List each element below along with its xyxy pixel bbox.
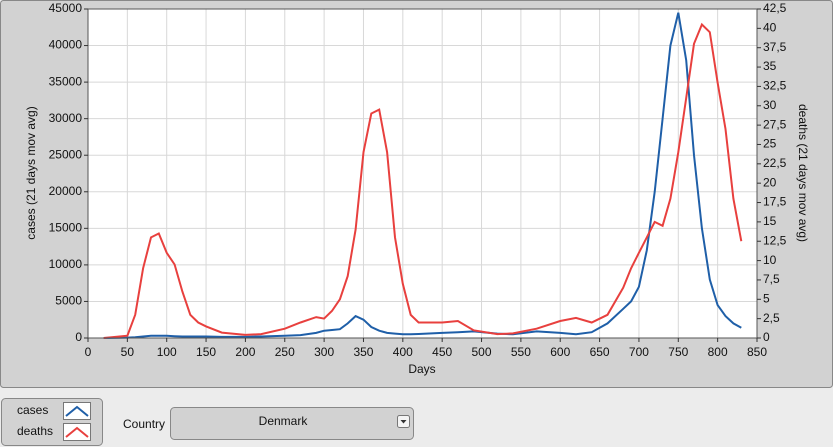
- y-tick-label: 40000: [49, 38, 83, 52]
- x-tick-label: 850: [747, 345, 767, 359]
- y2-tick-label: 32,5: [763, 79, 787, 93]
- y2-axis-label: deaths (21 days mov avg): [796, 104, 810, 242]
- y2-tick-label: 27,5: [763, 117, 787, 131]
- y2-tick-label: 15: [763, 214, 777, 228]
- y2-tick-label: 22,5: [763, 156, 787, 170]
- x-tick-label: 300: [314, 345, 334, 359]
- y-tick-label: 0: [75, 330, 82, 344]
- plot-area: [88, 9, 757, 338]
- legend-label: cases: [17, 403, 48, 417]
- series-line: [103, 12, 742, 339]
- x-tick-label: 800: [708, 345, 728, 359]
- plot-frame: [87, 8, 758, 339]
- x-tick-label: 700: [629, 345, 649, 359]
- y2-tick-label: 2,5: [763, 311, 780, 325]
- legend-icon-box: [63, 402, 91, 420]
- country-value[interactable]: Denmark: [259, 414, 309, 428]
- country-dropdown[interactable]: [170, 407, 414, 440]
- x-tick-label: 600: [550, 345, 570, 359]
- y-tick-label: 25000: [49, 147, 83, 161]
- y-tick-label: 45000: [49, 1, 83, 15]
- x-tick-label: 750: [668, 345, 688, 359]
- x-tick-label: 200: [235, 345, 255, 359]
- x-tick-label: 350: [353, 345, 373, 359]
- x-tick-label: 250: [275, 345, 295, 359]
- ticks: 0 50 100 150 200 250 300 350 400 450 500 550 600 650 7…: [49, 1, 787, 359]
- x-tick-label: 100: [157, 345, 177, 359]
- y2-tick-label: 37,5: [763, 40, 787, 54]
- legend-label: deaths: [17, 424, 53, 438]
- y2-tick-label: 40: [763, 21, 777, 35]
- y-tick-label: 10000: [49, 257, 83, 271]
- y2-tick-label: 17,5: [763, 195, 787, 209]
- x-tick-label: 650: [590, 345, 610, 359]
- y2-tick-label: 10: [763, 253, 777, 267]
- x-tick-label: 150: [196, 345, 216, 359]
- y2-tick-label: 7,5: [763, 272, 780, 286]
- lines: [103, 12, 743, 339]
- x-tick-label: 450: [432, 345, 452, 359]
- y2-tick-label: 30: [763, 98, 777, 112]
- x-tick-label: 400: [393, 345, 413, 359]
- y-tick-label: 30000: [49, 111, 83, 125]
- country-label: Country: [123, 417, 165, 431]
- dropdown-arrow[interactable]: [400, 420, 407, 424]
- y2-tick-label: 0: [763, 330, 770, 344]
- x-tick-label: 550: [511, 345, 531, 359]
- x-tick-label: 500: [472, 345, 492, 359]
- y2-tick-label: 25: [763, 137, 777, 151]
- series-line: [103, 22, 743, 339]
- legend-icon: [65, 405, 89, 417]
- y-tick-label: 20000: [49, 184, 83, 198]
- y2-tick-label: 35: [763, 59, 777, 73]
- x-tick-label: 0: [85, 345, 92, 359]
- x-axis-label: Days: [408, 362, 435, 376]
- x-tick-label: 50: [121, 345, 135, 359]
- y2-tick-label: 20: [763, 175, 777, 189]
- y-axis-label: cases (21 days mov avg): [24, 106, 38, 239]
- legend-icon: [65, 426, 89, 438]
- y2-tick-label: 42,5: [763, 1, 787, 15]
- legend: cases deaths: [17, 402, 91, 441]
- y-tick-label: 15000: [49, 221, 83, 235]
- y-tick-label: 35000: [49, 74, 83, 88]
- y2-tick-label: 5: [763, 291, 770, 305]
- y2-tick-label: 12,5: [763, 233, 787, 247]
- legend-icon-box: [63, 423, 91, 441]
- y-tick-label: 5000: [55, 294, 82, 308]
